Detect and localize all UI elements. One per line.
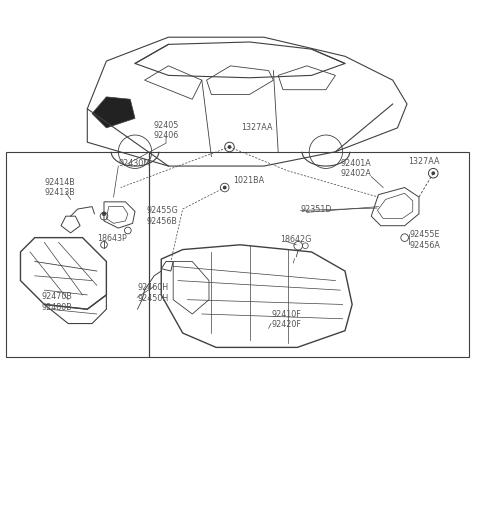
Text: 92455G
92456B: 92455G 92456B	[147, 207, 179, 226]
Text: 92470B
92480B: 92470B 92480B	[42, 292, 73, 312]
Text: 92401A
92402A: 92401A 92402A	[340, 159, 371, 178]
Circle shape	[228, 145, 231, 149]
Circle shape	[102, 212, 106, 215]
Text: 92351D: 92351D	[300, 204, 332, 213]
Text: 92410F
92420F: 92410F 92420F	[271, 310, 301, 329]
Circle shape	[432, 172, 435, 175]
Circle shape	[223, 186, 227, 189]
Text: 92414B
92413B: 92414B 92413B	[44, 178, 75, 197]
Text: 1327AA: 1327AA	[241, 123, 273, 132]
Text: 92460H
92450H: 92460H 92450H	[137, 283, 168, 303]
Polygon shape	[92, 97, 135, 128]
Text: 92405
92406: 92405 92406	[153, 121, 179, 140]
Text: 18643P: 18643P	[97, 234, 127, 243]
Text: 92455E
92456A: 92455E 92456A	[409, 230, 440, 249]
Text: 1327AA: 1327AA	[408, 157, 440, 166]
Text: 92430M: 92430M	[118, 159, 150, 168]
Text: 18642G: 18642G	[281, 235, 312, 244]
Text: 1021BA: 1021BA	[233, 176, 264, 185]
